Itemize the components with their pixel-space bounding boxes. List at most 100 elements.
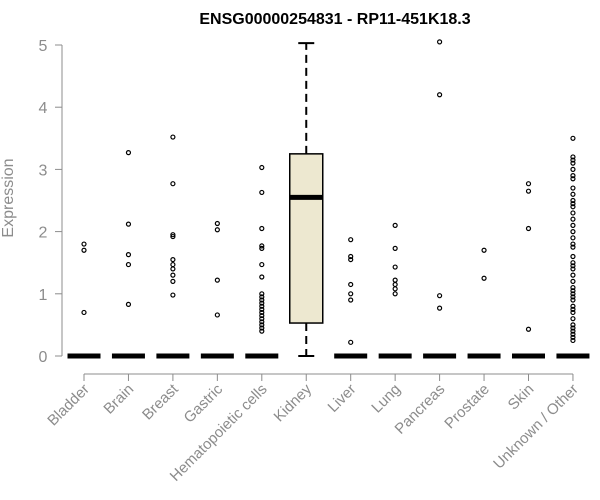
- outlier-point: [259, 300, 265, 306]
- outlier-point: [570, 328, 576, 334]
- outlier-point: [481, 275, 487, 281]
- x-tick-label: Prostate: [441, 381, 493, 433]
- outlier-point: [392, 277, 398, 283]
- chart-title: ENSG00000254831 - RP11-451K18.3: [199, 11, 470, 28]
- y-tick-label: 4: [39, 100, 48, 117]
- outlier-point: [170, 232, 176, 238]
- outlier-point: [570, 331, 576, 337]
- outlier-point: [348, 237, 354, 243]
- outlier-point: [259, 325, 265, 331]
- outlier-point: [392, 291, 398, 297]
- outlier-point: [525, 181, 532, 187]
- outlier-point: [392, 245, 398, 251]
- x-tick-label: Unknown / Other: [490, 381, 582, 473]
- box-layer: [67, 42, 590, 359]
- outlier-point: [214, 220, 220, 227]
- outlier-point: [348, 339, 354, 345]
- outlier-point: [259, 261, 265, 268]
- outlier-point: [348, 291, 354, 297]
- outlier-point: [570, 325, 576, 331]
- outlier-point: [125, 150, 132, 156]
- outlier-point: [259, 306, 265, 312]
- outlier-point: [570, 222, 576, 228]
- x-tick-label: Bladder: [44, 381, 93, 430]
- outlier-point: [259, 316, 265, 322]
- outlier-point: [125, 261, 132, 268]
- outlier-point: [570, 197, 576, 204]
- outlier-point: [259, 312, 265, 319]
- outlier-point: [570, 272, 576, 278]
- outlier-point: [170, 261, 176, 268]
- outlier-point: [259, 309, 265, 316]
- y-tick-label: 0: [39, 349, 48, 366]
- outlier-point: [570, 253, 576, 260]
- outlier-point: [259, 294, 265, 300]
- outlier-point: [392, 264, 398, 270]
- x-tick-label: Liver: [325, 381, 360, 416]
- outlier-point: [570, 266, 576, 272]
- outlier-point: [570, 241, 576, 247]
- outlier-point: [570, 185, 576, 191]
- outlier-point: [170, 256, 176, 263]
- outlier-point: [125, 221, 132, 227]
- outlier-point: [570, 173, 576, 179]
- outlier-point: [570, 201, 576, 207]
- outlier-point: [570, 176, 576, 182]
- outlier-point: [570, 306, 576, 312]
- outlier-point: [170, 272, 176, 278]
- x-tick-label: Skin: [505, 381, 538, 414]
- y-tick-label: 5: [39, 38, 48, 55]
- outlier-point: [437, 293, 443, 299]
- outlier-point: [570, 291, 576, 297]
- outlier-point: [259, 297, 265, 303]
- outlier-point: [81, 309, 87, 316]
- outlier-point: [259, 328, 265, 334]
- y-axis: 0 1 2 3 4 5: [39, 38, 63, 366]
- outlier-point: [570, 294, 576, 300]
- outlier-point: [570, 191, 576, 197]
- outlier-point: [259, 274, 265, 280]
- x-tick-label: Lung: [368, 381, 404, 417]
- outlier-point: [570, 260, 576, 266]
- outlier-point: [570, 229, 576, 235]
- x-tick-label: Brain: [100, 381, 137, 418]
- outlier-point: [437, 92, 443, 98]
- outlier-point: [259, 243, 265, 249]
- outlier-point: [81, 247, 87, 253]
- outlier-point: [170, 278, 176, 284]
- outlier-point: [170, 292, 176, 298]
- outlier-point: [437, 305, 443, 311]
- outlier-point: [170, 266, 176, 272]
- outlier-point: [570, 204, 576, 210]
- outlier-point: [570, 278, 576, 284]
- outlier-point: [259, 291, 265, 297]
- outlier-point: [170, 233, 176, 240]
- outlier-point: [170, 134, 176, 140]
- y-tick-label: 1: [39, 287, 48, 304]
- outlier-point: [170, 181, 176, 187]
- y-tick-label: 3: [39, 162, 48, 179]
- outlier-point: [214, 227, 220, 233]
- outlier-point: [125, 301, 132, 307]
- outlier-point: [481, 247, 487, 253]
- outlier-point: [570, 288, 576, 294]
- y-tick-label: 2: [39, 225, 48, 242]
- outlier-point: [348, 253, 354, 260]
- outlier-point: [570, 235, 576, 241]
- outlier-point: [259, 189, 265, 196]
- outlier-point: [570, 297, 576, 303]
- outlier-point: [570, 154, 576, 160]
- x-tick-label: Kidney: [271, 380, 316, 425]
- outlier-point: [81, 241, 87, 247]
- outlier-point: [392, 286, 398, 292]
- iqr-box: [289, 153, 324, 324]
- outlier-point: [570, 166, 576, 172]
- outlier-point: [570, 334, 576, 340]
- outlier-point: [570, 263, 576, 269]
- outlier-point: [392, 222, 398, 228]
- outlier-point: [437, 39, 443, 45]
- outlier-point: [348, 281, 354, 288]
- outlier-point: [259, 225, 265, 232]
- outlier-point: [570, 244, 576, 250]
